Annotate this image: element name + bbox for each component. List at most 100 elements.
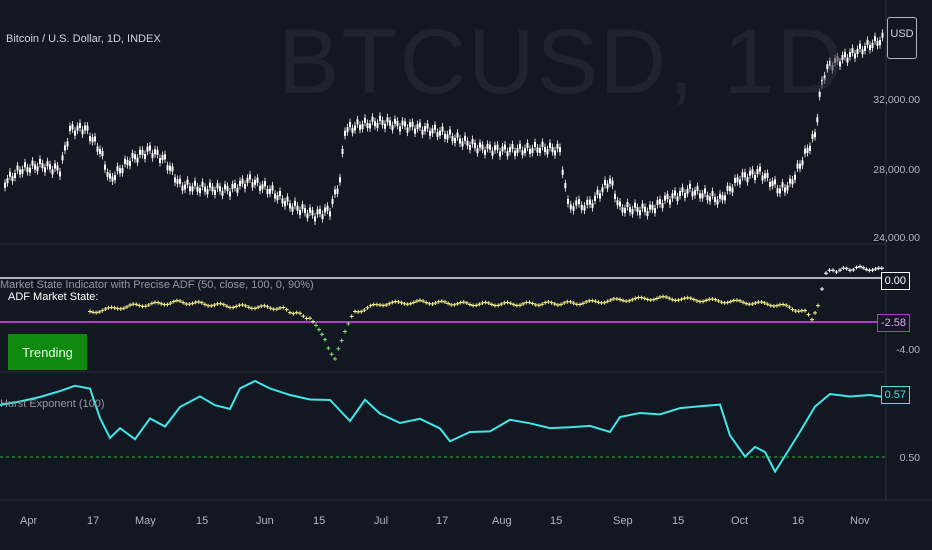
adf-dot — [816, 303, 820, 308]
candle-body — [726, 185, 729, 191]
candle-body — [291, 206, 294, 212]
adf-dot — [713, 297, 718, 302]
candle-body — [249, 174, 251, 180]
candle-body — [794, 174, 796, 180]
candle-body — [796, 163, 799, 169]
candle-body — [424, 126, 426, 132]
candle-body — [561, 169, 564, 175]
candle-body — [169, 165, 171, 171]
adf-dot — [262, 303, 267, 308]
candle-body — [131, 153, 134, 159]
adf-dot — [443, 300, 447, 305]
candle-body — [314, 216, 316, 222]
candle-body — [811, 134, 814, 140]
adf-dot — [311, 319, 315, 324]
adf-dot — [667, 296, 672, 301]
candle-body — [481, 144, 484, 150]
adf-indicator-title[interactable]: Market State Indicator with Precise ADF … — [0, 279, 314, 291]
adf-dot — [268, 306, 273, 311]
candle-body — [654, 208, 656, 214]
candle-body — [21, 168, 24, 174]
candle-body — [259, 185, 261, 191]
adf-dot — [274, 307, 279, 312]
price-label: 28,000.00 — [873, 164, 920, 176]
adf-dot — [181, 300, 186, 305]
candle-body — [531, 148, 534, 154]
adf-dot — [676, 298, 681, 303]
hurst-indicator-title[interactable]: Hurst Exponent (100) — [0, 398, 105, 410]
candle-body — [426, 123, 429, 129]
candle-body — [646, 211, 649, 217]
candle-body — [4, 182, 6, 188]
adf-dot — [870, 268, 875, 273]
time-label: 17 — [436, 515, 449, 527]
adf-dot — [518, 303, 522, 308]
adf-dot — [253, 306, 257, 311]
candle-body — [56, 165, 59, 171]
adf-dot — [621, 298, 626, 303]
candle-body — [709, 196, 711, 202]
candle-body — [786, 185, 789, 191]
adf-dot — [784, 303, 789, 308]
candle-body — [474, 143, 476, 149]
adf-dot — [399, 300, 404, 305]
candle-body — [54, 163, 56, 169]
adf-dot — [505, 300, 510, 305]
adf-dot — [806, 312, 811, 317]
adf-dot — [691, 297, 696, 302]
candle-body — [159, 158, 161, 164]
candle-body — [849, 51, 851, 57]
candle-body — [354, 125, 356, 131]
adf-dot — [527, 300, 532, 305]
candle-body — [476, 148, 479, 154]
adf-dot — [627, 298, 632, 303]
candle-body — [221, 190, 224, 196]
candle-body — [641, 203, 644, 209]
adf-dot — [508, 301, 513, 306]
adf-dot — [559, 302, 564, 307]
adf-dot — [694, 298, 699, 303]
adf-dot — [651, 297, 656, 302]
candle-body — [274, 193, 276, 199]
candle-body — [341, 149, 344, 155]
currency-button[interactable]: USD — [887, 17, 917, 59]
candle-body — [129, 161, 131, 167]
candle-body — [336, 188, 339, 194]
candle-body — [486, 143, 489, 149]
candle-body — [124, 158, 126, 164]
adf-dot — [203, 302, 207, 307]
adf-dot — [405, 302, 410, 307]
adf-dot — [411, 300, 416, 305]
candle-body — [676, 196, 679, 202]
candle-body — [171, 166, 174, 172]
candle-body — [666, 194, 669, 200]
adf-dot — [240, 302, 245, 307]
adf-dot — [734, 298, 739, 303]
candle-body — [14, 172, 16, 178]
candle-body — [694, 190, 696, 196]
candle-body — [109, 173, 111, 179]
candle-body — [804, 148, 806, 154]
adf-dot — [549, 300, 554, 305]
adf-dot — [854, 265, 859, 270]
adf-dot — [455, 301, 460, 306]
time-label: Oct — [731, 515, 749, 527]
candle-body — [204, 186, 206, 192]
candle-body — [681, 187, 684, 193]
adf-dot — [165, 302, 170, 307]
adf-dot — [112, 305, 117, 310]
adf-dot — [838, 268, 842, 273]
candle-body — [74, 130, 76, 136]
candle-body — [551, 147, 554, 153]
candle-body — [244, 183, 246, 189]
hurst-axis-label: 0.50 — [899, 452, 920, 464]
adf-dot — [301, 314, 306, 319]
adf-dot — [212, 303, 217, 308]
candle-body — [154, 149, 156, 155]
adf-dot — [221, 302, 226, 307]
symbol-title[interactable]: Bitcoin / U.S. Dollar, 1D, INDEX — [6, 33, 161, 45]
adf-dot — [365, 305, 370, 310]
candle-body — [521, 150, 524, 156]
candle-body — [309, 207, 311, 213]
